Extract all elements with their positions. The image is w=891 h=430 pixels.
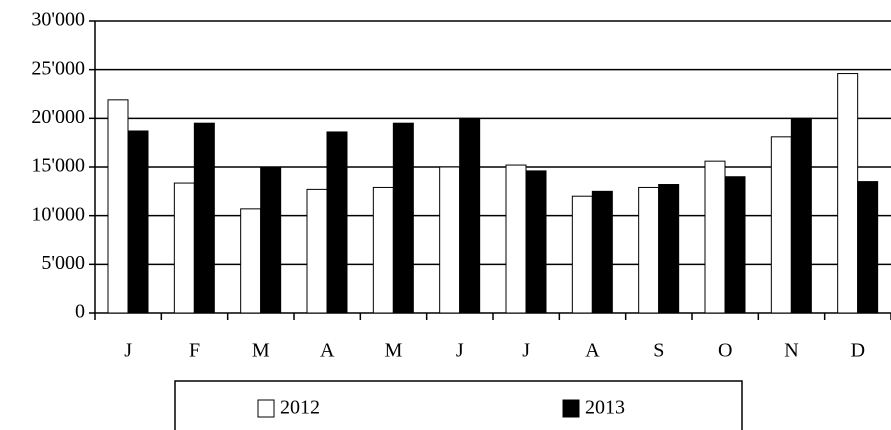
- y-tick-label: 5'000: [41, 252, 85, 274]
- x-tick-label: J: [124, 340, 132, 362]
- bar: [127, 130, 149, 314]
- x-tick-label: A: [320, 340, 335, 362]
- x-tick-label: F: [189, 340, 200, 362]
- bar: [857, 181, 879, 314]
- legend-swatch: [562, 399, 580, 418]
- y-tick-label: 30'000: [31, 9, 85, 31]
- bar: [638, 186, 660, 314]
- x-tick-label: M: [385, 340, 403, 362]
- legend-label: 2012: [280, 397, 320, 419]
- x-tick-label: J: [522, 340, 530, 362]
- bar: [770, 136, 792, 314]
- bar: [107, 99, 129, 314]
- x-tick-label: N: [784, 340, 798, 362]
- bar: [326, 131, 348, 314]
- bar: [704, 160, 726, 314]
- bar: [260, 166, 282, 314]
- bar: [790, 117, 812, 314]
- x-tick-label: J: [456, 340, 464, 362]
- y-tick-label: 15'000: [31, 155, 85, 177]
- bar: [724, 176, 746, 314]
- x-tick-label: A: [585, 340, 600, 362]
- bar: [837, 73, 859, 314]
- legend-swatch: [257, 399, 275, 418]
- bar: [240, 208, 262, 314]
- y-tick-label: 25'000: [31, 57, 85, 79]
- x-tick-label: O: [718, 340, 732, 362]
- bar: [571, 195, 593, 314]
- bar: [525, 170, 547, 314]
- bar: [505, 164, 527, 314]
- y-tick-label: 0: [75, 301, 85, 323]
- legend-label: 2013: [585, 397, 625, 419]
- x-tick-label: M: [252, 340, 270, 362]
- bar: [372, 186, 394, 314]
- bar: [591, 190, 613, 314]
- legend: 2012 2013: [174, 380, 743, 430]
- bar: [658, 184, 680, 314]
- y-tick-label: 10'000: [31, 203, 85, 225]
- bar: [439, 166, 461, 314]
- bar: [193, 122, 215, 314]
- bar: [392, 122, 414, 314]
- bar: [306, 188, 328, 314]
- x-tick-label: D: [851, 340, 865, 362]
- bar: [459, 117, 481, 314]
- x-tick-label: S: [653, 340, 664, 362]
- bar: [173, 182, 195, 314]
- y-tick-label: 20'000: [31, 106, 85, 128]
